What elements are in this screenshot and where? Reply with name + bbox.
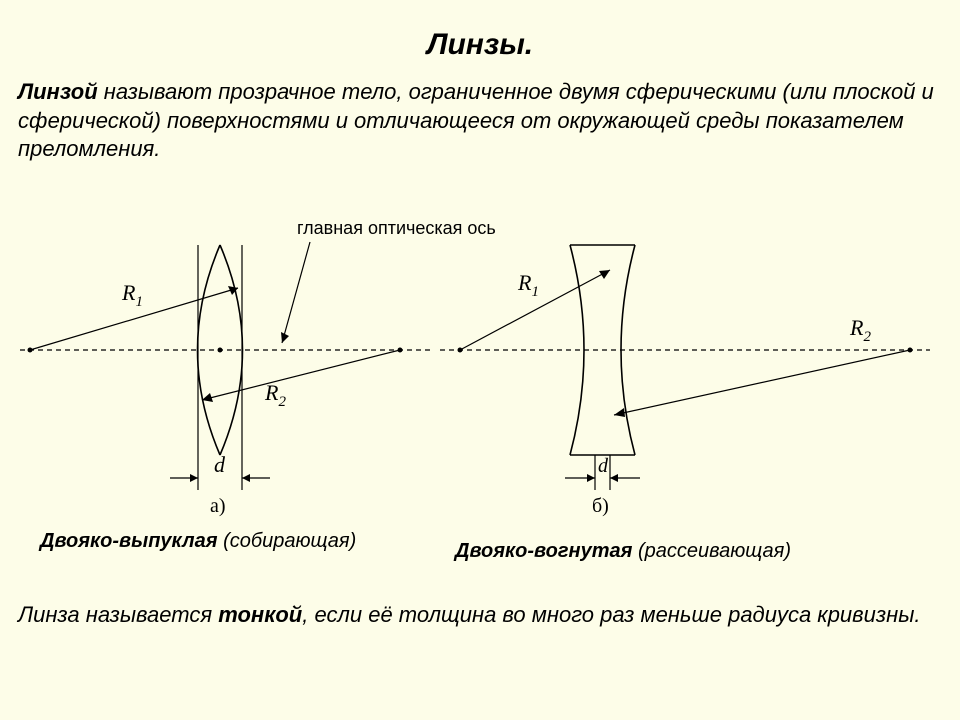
biconcave-caption-bold: Двояко-вогнутая (455, 540, 638, 562)
biconcave-lens-diagram: R1 R2 d б) (440, 200, 940, 520)
r2-arrow-a (202, 393, 213, 402)
r2-arrow-b (614, 408, 625, 417)
biconvex-caption: Двояко-выпуклая (собирающая) (40, 530, 356, 553)
definition-rest: называют прозрачное тело, ограниченное д… (18, 79, 934, 161)
right-edge-strip-1 (930, 190, 936, 510)
d-right-arrow-b (610, 474, 618, 482)
thin-suffix: , если её толщина во много раз меньше ра… (302, 602, 920, 627)
biconcave-caption: Двояко-вогнутая (рассеивающая) (455, 540, 791, 563)
d-left-arrow-b (587, 474, 595, 482)
r2-label-a: R2 (264, 380, 286, 410)
d-label-b: d (598, 455, 609, 477)
biconvex-lens-diagram: R1 R2 d а) (10, 200, 440, 520)
thin-prefix: Линза называется (18, 602, 218, 627)
d-left-arrow-a (190, 474, 198, 482)
r2-label-b: R2 (849, 315, 871, 345)
r1-label-a: R1 (121, 280, 143, 310)
axis-pointer-a (282, 242, 310, 343)
biconvex-caption-bold: Двояко-выпуклая (40, 530, 223, 552)
sub-label-a: а) (210, 495, 226, 517)
r1-line-b (460, 270, 610, 350)
r1-label-b: R1 (517, 270, 539, 300)
page-title: Линзы. (0, 28, 960, 62)
biconvex-caption-paren: (собирающая) (223, 530, 356, 552)
r2-line-a (202, 350, 400, 400)
thin-lens-definition: Линза называется тонкой, если её толщина… (18, 600, 938, 630)
r2-line-b (614, 350, 910, 415)
lens-definition: Линзой называют прозрачное тело, огранич… (18, 78, 938, 164)
d-right-arrow-a (242, 474, 250, 482)
d-label-a: d (214, 452, 226, 477)
sub-label-b: б) (592, 495, 609, 517)
biconcave-caption-paren: (рассеивающая) (638, 540, 791, 562)
definition-bold: Линзой (18, 79, 98, 104)
thin-bold: тонкой (218, 602, 302, 627)
center-dot-a (218, 348, 223, 353)
